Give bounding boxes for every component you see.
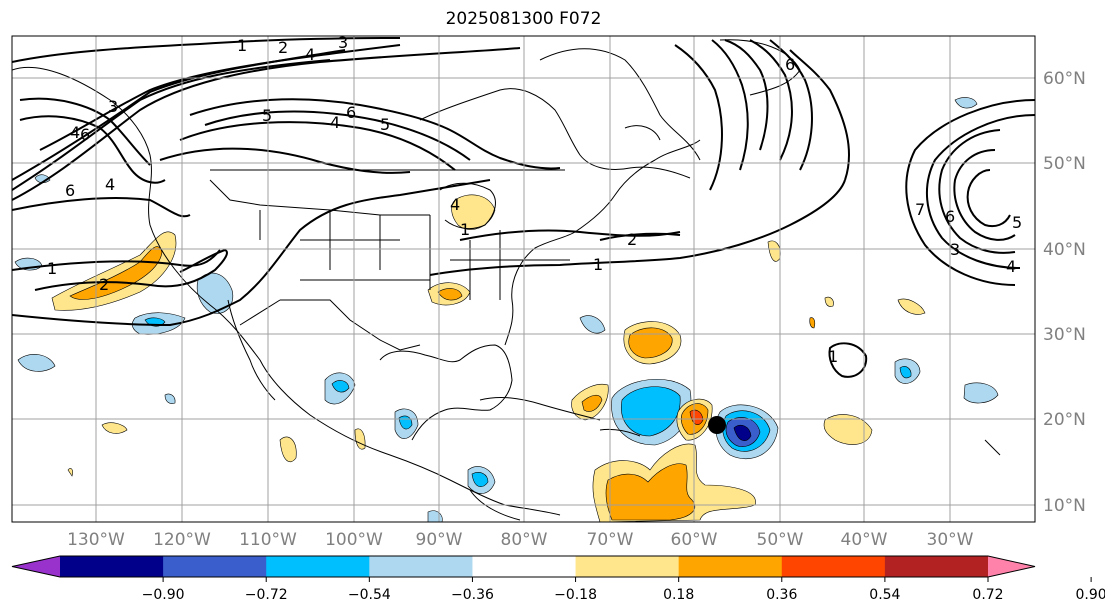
colorbar-tick-label: 0.90 [1076,587,1105,603]
contour-label: 5 [380,115,390,134]
colorbar-extend-low [12,556,60,577]
colorbar-segment [163,556,267,577]
lat-label: 20°N [1043,410,1086,430]
contour-label: 1 [47,259,57,278]
contour-label: 1 [237,36,247,55]
colorbar-tick-label: 0.36 [766,587,797,603]
lat-label: 10°N [1043,496,1086,516]
colorbar-segment [266,556,370,577]
longitude-labels: 130°W 120°W 110°W 100°W 90°W 80°W 70°W 6… [67,530,974,550]
lon-label: 90°W [416,530,463,550]
colorbar-tick-label: 0.54 [869,587,900,603]
storm-center-marker [708,416,726,434]
contour-label: 1 [593,255,603,274]
colorbar-segment [884,556,989,577]
contour-label: 2 [99,275,109,294]
contour-label: 4 [450,195,460,214]
contour-label-group: 1 2 4 3 3 4 6 5 4 6 5 6 4 2 1 1 2 1 1 4 … [47,33,1022,366]
contour-label: 6 [785,55,795,74]
anomaly-shading [14,97,999,522]
lon-label: 100°W [325,530,383,550]
latitude-labels: 60°N 50°N 40°N 30°N 20°N 10°N [1043,69,1086,516]
colorbar-tick-label: −0.54 [348,587,391,603]
colorbar-tick-label: −0.36 [451,587,494,603]
contour-label: 4 [330,113,340,132]
contour-lines [12,37,1035,378]
graticule [12,36,1035,522]
lon-label: 30°W [927,530,974,550]
lat-label: 60°N [1043,69,1086,89]
lat-label: 50°N [1043,154,1086,174]
colorbar-tick-label: 0.18 [663,587,694,603]
colorbar-segment [472,556,577,577]
contour-label: 2 [278,38,288,57]
colorbar-tick-label: 0.72 [972,587,1003,603]
colorbar: −0.90 −0.72 −0.54 −0.36 −0.18 0.18 0.36 0.54 0.7… [11,555,1105,603]
contour-label: 5 [1012,213,1022,232]
contour-label: 4 [305,45,315,64]
colorbar-segment [781,556,886,577]
colorbar-segment [678,556,783,577]
contour-label: 7 [915,200,925,219]
coastlines [12,39,1001,521]
contour-label: 1 [460,220,470,239]
contour-label: 1 [828,347,838,366]
contour-label: 4 [1006,257,1016,276]
contour-label: 3 [950,240,960,259]
contour-label: 4 [105,175,115,194]
contour-label: 6 [80,125,90,144]
map-title: 2025081300 F072 [445,9,602,29]
colorbar-outline [11,555,1036,578]
colorbar-tick-label: −0.18 [554,587,597,603]
lon-label: 130°W [67,530,125,550]
lon-label: 60°W [671,530,718,550]
colorbar-segment [60,556,164,577]
colorbar-segment [575,556,680,577]
lon-label: 80°W [501,530,548,550]
lon-label: 40°W [841,530,888,550]
contour-label: 6 [65,181,75,200]
lon-label: 120°W [153,530,211,550]
contour-label: 4 [70,123,80,142]
lon-label: 50°W [757,530,804,550]
lat-label: 30°N [1043,325,1086,345]
contour-label: 6 [945,207,955,226]
lon-label: 110°W [239,530,297,550]
contour-label: 3 [108,97,118,116]
lon-label: 70°W [587,530,634,550]
contour-label: 2 [627,230,637,249]
contour-label: 3 [338,33,348,52]
colorbar-extend-high [988,556,1035,577]
contour-label: 5 [262,106,272,125]
map-frame [11,35,1036,523]
lat-label: 40°N [1043,240,1086,260]
colorbar-segment [369,556,473,577]
colorbar-tick-label: −0.90 [142,587,185,603]
map-layer: 1 2 4 3 3 4 6 5 4 6 5 6 4 2 1 1 2 1 1 4 … [12,33,1035,522]
contour-label: 6 [346,103,356,122]
colorbar-tick-label: −0.72 [245,587,288,603]
